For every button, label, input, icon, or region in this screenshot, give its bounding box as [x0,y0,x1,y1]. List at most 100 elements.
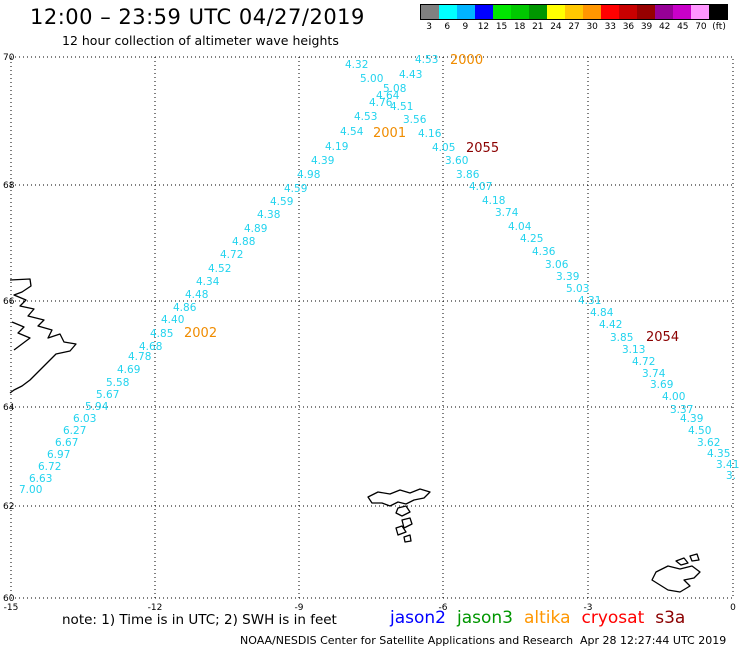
y-tick-label: 60 [3,594,15,604]
legend-swatch [547,5,565,19]
shetland-coastline [651,553,701,593]
credit-line: NOAA/NESDIS Center for Satellite Applica… [240,634,574,647]
wave-height-reading: 4.39 [311,155,334,167]
legend-scale-label: 27 [568,22,580,32]
wave-height-reading: 6.03 [73,413,96,425]
wave-height-reading: 5.94 [85,401,109,413]
wave-height-reading: 4.39 [680,413,703,425]
wave-height-reading: 4.86 [173,302,197,314]
axis-tick-labels: -15 -12 -9 -6 -3 0 70 68 66 64 62 60 [3,53,736,613]
legend-swatch [655,5,673,19]
pass-time-label: 2000 [450,53,483,68]
wave-height-reading: 4.05 [432,142,455,154]
x-tick-label: -3 [584,603,593,613]
wave-height-reading: 3.74 [642,368,666,380]
legend-swatch [673,5,691,19]
legend-swatch [475,5,493,19]
satellite-label: jason2 [390,608,446,628]
wave-height-reading: 4.72 [220,249,243,261]
wave-height-reading: 4.52 [208,263,231,275]
wave-height-reading: 4.43 [399,69,422,81]
generated-timestamp: Apr 28 12:27:44 UTC 2019 [580,634,727,647]
legend-scale-label: 12 [477,22,490,32]
wave-height-reading: 6.72 [38,461,61,473]
wave-height-reading: 5.67 [96,389,119,401]
legend-scale-label: 21 [532,22,544,32]
y-tick-label: 62 [3,502,14,512]
gridlines [11,57,733,598]
legend-scale-label: 3 [426,22,432,32]
wave-height-reading: 4.88 [232,236,255,248]
wave-height-reading: 4.36 [532,246,556,258]
wave-height-reading: 3.62 [697,437,720,449]
wave-height-reading: 4.25 [520,233,543,245]
legend-scale-label: (ft) [712,22,726,32]
legend-scale-label: 30 [586,22,598,32]
legend-scale-labels: 3 6 9 12 15 18 21 24 27 30 33 36 39 42 45 70 (ft) [420,22,728,32]
y-tick-label: 64 [3,403,15,413]
wave-height-reading: 5.00 [360,73,383,85]
wave-height-reading: 4.31 [578,295,601,307]
x-tick-label: -15 [4,603,19,613]
wave-height-reading: 4.54 [340,126,364,138]
wave-height-reading: 4.76 [369,97,393,109]
wave-height-reading: 4.04 [508,221,532,233]
legend-swatch [601,5,619,19]
legend-swatch [511,5,529,19]
y-tick-label: 70 [3,53,15,63]
wave-height-reading: 3.06 [545,259,569,271]
x-tick-label: -6 [439,603,448,613]
wave-height-reading: 4.18 [482,195,505,207]
wave-height-reading: 4.78 [128,351,151,363]
legend-swatch [493,5,511,19]
satellite-legend: jason2 jason3 altika cryosat s3a [390,608,696,628]
wave-height-reading: 4.59 [270,196,293,208]
legend-scale-label: 9 [462,22,469,32]
legend-scale-label: 6 [444,22,451,32]
legend-scale-label: 39 [640,22,653,32]
pass-time-label: 2002 [184,326,217,341]
wave-height-reading: 4.98 [297,169,320,181]
y-tick-label: 66 [3,297,15,307]
legend-scale-label: 24 [550,22,562,32]
wave-height-readings: 4.53 4.32 4.43 5.005.084.644.764.51 4.53 3.56… [19,54,739,496]
wave-height-reading: 4.07 [469,181,492,193]
wave-height-reading: 4.84 [590,307,614,319]
wave-height-reading: 4.48 [185,289,208,301]
footnote: note: 1) Time is in UTC; 2) SWH is in fe… [62,612,337,628]
legend-swatch [637,5,655,19]
legend-swatch [421,5,439,19]
iceland-fjord [11,321,31,351]
pass-time-label: 2054 [646,330,679,345]
coastlines [9,278,701,593]
wave-height-reading: 5.08 [383,83,406,95]
iceland-coastline [9,278,77,394]
color-legend: 3 6 9 12 15 18 21 24 27 30 33 36 39 42 45 70 (ft) [420,4,728,32]
legend-swatch [619,5,637,19]
wave-height-reading: 7.00 [19,484,42,496]
legend-swatch [529,5,547,19]
wave-height-reading: 4.50 [688,425,711,437]
wave-height-reading: 3.39 [556,271,579,283]
wave-height-reading: 4.42 [599,319,622,331]
pass-time-label: 2001 [373,126,406,141]
wave-height-reading: 4.00 [662,391,685,403]
faroe-main [367,488,431,507]
legend-color-bar [420,4,728,20]
satellite-label: jason3 [457,608,513,628]
wave-height-reading: 4.85 [150,328,173,340]
satellite-label: cryosat [581,608,645,628]
satellite-label: s3a [655,608,686,628]
wave-height-reading: 4.32 [345,59,368,71]
y-tick-label: 68 [3,181,15,191]
legend-scale-label: 15 [495,22,508,32]
wave-height-reading: 4.16 [418,128,442,140]
wave-height-reading: 3.13 [622,344,645,356]
wave-height-reading: 4.53 [415,54,438,66]
legend-scale-label: 18 [513,22,526,32]
legend-scale-label: 36 [622,22,635,32]
legend-swatch [457,5,475,19]
wave-height-reading: 6.27 [63,425,86,437]
satellite-label: altika [524,608,571,628]
